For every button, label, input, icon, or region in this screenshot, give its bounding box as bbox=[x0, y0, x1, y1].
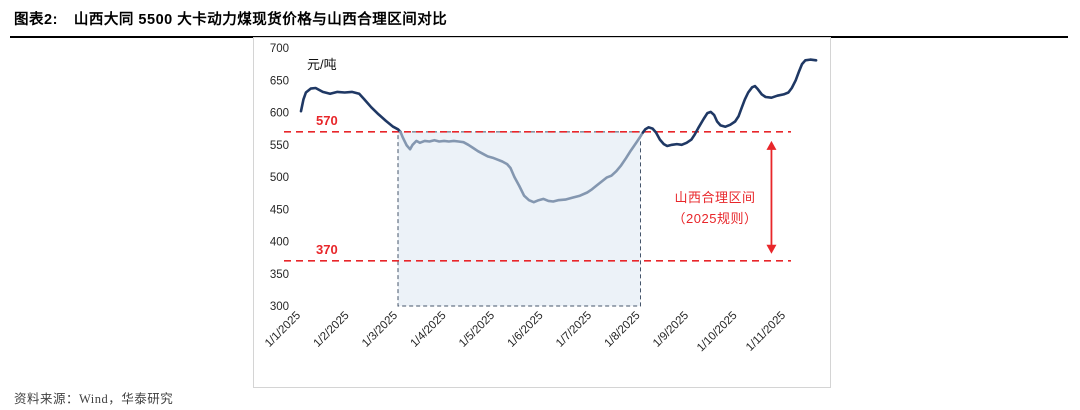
y-tick-label: 600 bbox=[270, 108, 289, 120]
chart-title: 山西大同 5500 大卡动力煤现货价格与山西合理区间对比 bbox=[73, 12, 448, 28]
y-tick-label: 700 bbox=[270, 43, 289, 55]
reference-label-370: 370 bbox=[316, 242, 338, 257]
range-arrow-head-up bbox=[766, 140, 777, 150]
x-tick-label: 1/3/2025 bbox=[360, 310, 400, 350]
y-tick-label: 450 bbox=[270, 204, 289, 216]
chart-panel: 570 370 700 650 600 550 500 450 400 350 300 1/1/202… bbox=[253, 37, 831, 388]
price-line-segment bbox=[299, 86, 402, 134]
range-annotation-line2: （2025规则） bbox=[672, 211, 758, 226]
reference-label-570: 570 bbox=[316, 113, 338, 128]
y-tick-label: 550 bbox=[270, 140, 289, 152]
x-tick-label: 1/6/2025 bbox=[505, 310, 545, 350]
y-axis-unit-label: 元/吨 bbox=[307, 57, 337, 72]
range-arrow-head-down bbox=[766, 244, 777, 254]
x-tick-label: 1/10/2025 bbox=[695, 310, 740, 355]
x-tick-label: 1/8/2025 bbox=[602, 310, 642, 350]
y-tick-label: 400 bbox=[270, 237, 289, 249]
x-tick-label: 1/7/2025 bbox=[554, 310, 594, 350]
x-tick-label: 1/1/2025 bbox=[263, 310, 303, 350]
y-tick-label: 350 bbox=[270, 269, 289, 281]
y-tick-label: 300 bbox=[270, 301, 289, 313]
price-line-segment bbox=[399, 130, 645, 204]
figure-label: 图表2: bbox=[14, 12, 58, 28]
x-tick-label: 1/4/2025 bbox=[408, 310, 448, 350]
reasonable-range-band bbox=[397, 131, 641, 307]
y-tick-label: 500 bbox=[270, 172, 289, 184]
x-tick-label: 1/11/2025 bbox=[744, 310, 788, 354]
price-line-segment bbox=[641, 58, 818, 148]
x-tick-label: 1/9/2025 bbox=[651, 310, 691, 350]
source-note: 资料来源：Wind，华泰研究 bbox=[14, 392, 174, 406]
chart-header: 图表2: 山西大同 5500 大卡动力煤现货价格与山西合理区间对比 bbox=[10, 6, 1068, 38]
range-annotation-line1: 山西合理区间 bbox=[674, 190, 756, 205]
x-tick-label: 1/2/2025 bbox=[311, 310, 351, 350]
y-tick-label: 650 bbox=[270, 75, 289, 87]
x-tick-label: 1/5/2025 bbox=[457, 310, 497, 350]
price-line-chart: 570 370 700 650 600 550 500 450 400 350 3001/1/202… bbox=[263, 43, 818, 355]
range-annotation: 山西合理区间 （2025规则） bbox=[648, 187, 782, 229]
